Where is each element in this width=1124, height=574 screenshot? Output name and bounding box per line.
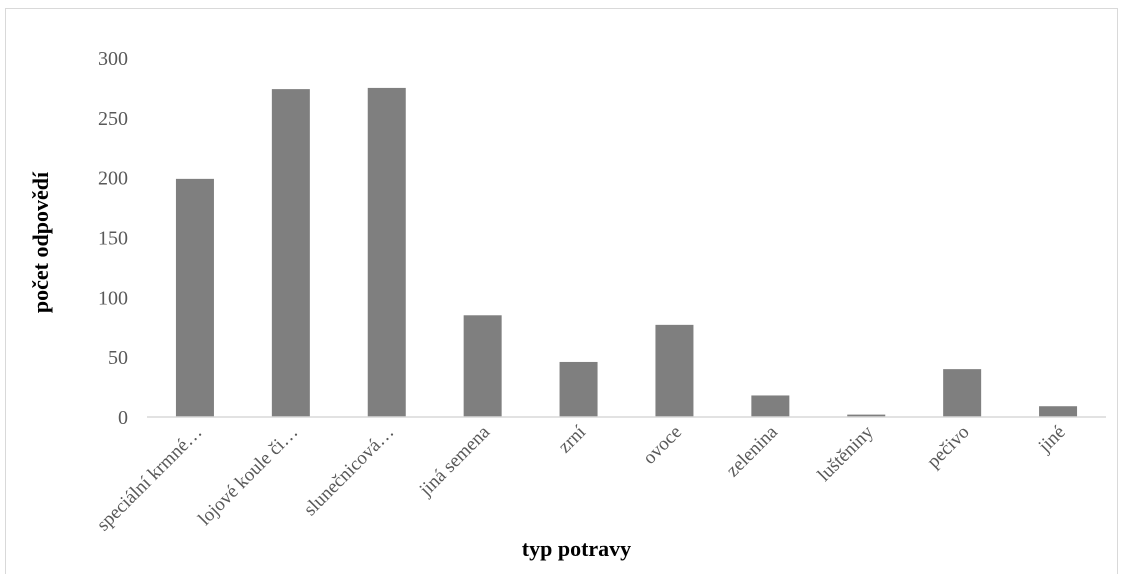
x-tick-label: speciální krmné… — [93, 422, 207, 536]
x-tick-label: jiná semena — [415, 421, 495, 501]
x-tick-label: lojové koule či… — [194, 422, 302, 530]
y-tick-label: 0 — [118, 407, 128, 429]
y-tick-label: 200 — [98, 168, 128, 190]
y-tick-label: 150 — [98, 228, 128, 250]
bar — [943, 369, 982, 417]
bar — [1039, 406, 1078, 417]
bar — [463, 315, 502, 417]
bar — [847, 414, 886, 417]
x-axis-label: typ potravy — [522, 536, 631, 561]
x-tick-label: ovoce — [639, 422, 686, 469]
x-axis-ticks: speciální krmné…lojové koule či…slunečni… — [93, 421, 1070, 535]
bar — [367, 87, 406, 418]
y-tick-label: 50 — [108, 347, 128, 369]
y-tick-label: 250 — [98, 108, 128, 130]
y-axis-label: počet odpovědí — [28, 171, 53, 313]
bar — [175, 178, 214, 417]
x-tick-label: pečivo — [923, 422, 974, 473]
x-tick-label: jiné — [1034, 422, 1070, 458]
x-tick-label: zrní — [554, 421, 590, 457]
bars — [175, 87, 1078, 418]
bar — [559, 361, 598, 417]
y-tick-label: 300 — [98, 48, 128, 70]
x-tick-label: slunečnicová… — [300, 422, 398, 520]
x-tick-label: zelenina — [722, 421, 782, 481]
y-tick-label: 100 — [98, 287, 128, 309]
bar — [271, 89, 310, 417]
y-axis-ticks: 0 50 100 150 200 250 300 — [98, 48, 128, 429]
bar — [751, 395, 790, 417]
bar — [655, 324, 694, 417]
x-tick-label: luštěniny — [814, 421, 878, 485]
